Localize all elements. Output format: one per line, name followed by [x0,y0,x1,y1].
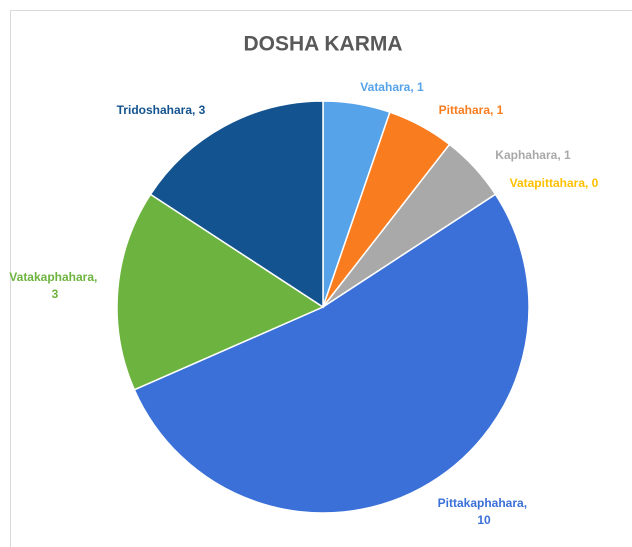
pie-slice [116,193,325,391]
data-label: Pittakaphahara, 10 [438,496,531,527]
label-separator: , [94,270,101,284]
chart-title: DOSHA KARMA [243,33,402,56]
label-value: 1 [497,103,504,117]
label-separator: , [490,103,497,117]
label-value: 0 [592,176,599,190]
label-category: Vatapittahara [510,176,586,190]
data-label: Vatapittahara, 0 [510,176,599,190]
pie-slice [149,100,324,309]
label-category: Vatahara [360,80,410,94]
label-category: Pittakaphahara [438,496,524,510]
data-label: Pittahara, 1 [439,103,504,117]
data-label: Vatakaphahara, 3 [9,270,100,301]
label-separator: , [524,496,531,510]
label-value: 10 [477,513,491,527]
label-value: 1 [564,148,571,162]
label-category: Pittahara [439,103,491,117]
data-label: Kaphahara, 1 [495,148,571,162]
label-value: 3 [52,287,59,301]
label-category: Vatakaphahara [9,270,94,284]
label-category: Tridoshahara [117,103,193,117]
data-label: Vatahara, 1 [360,80,424,94]
label-value: 1 [417,80,424,94]
label-separator: , [410,80,417,94]
pie-slice [133,193,530,514]
label-value: 3 [199,103,206,117]
label-separator: , [585,176,592,190]
label-separator: , [557,148,564,162]
pie [116,100,530,514]
label-category: Kaphahara [495,148,557,162]
data-label: Tridoshahara, 3 [117,103,206,117]
label-separator: , [192,103,199,117]
